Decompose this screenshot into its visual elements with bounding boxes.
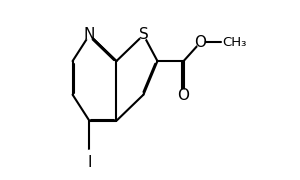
Text: O: O	[178, 88, 190, 103]
Text: I: I	[87, 155, 92, 170]
Ellipse shape	[87, 150, 92, 158]
Text: N: N	[84, 26, 95, 42]
Text: O: O	[194, 35, 206, 50]
Text: CH₃: CH₃	[222, 36, 246, 49]
Ellipse shape	[180, 90, 187, 99]
Text: S: S	[139, 26, 148, 42]
Ellipse shape	[85, 30, 93, 40]
Ellipse shape	[196, 38, 204, 47]
Ellipse shape	[140, 30, 147, 40]
